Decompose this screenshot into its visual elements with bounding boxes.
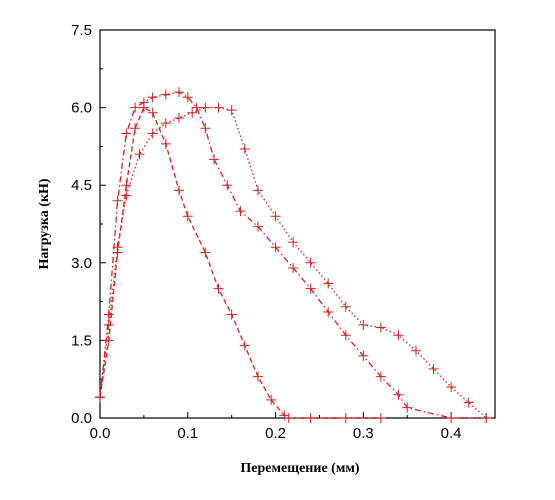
data-point <box>103 335 114 346</box>
series-line <box>99 106 487 419</box>
data-point <box>239 340 250 351</box>
data-point <box>147 128 158 139</box>
data-point <box>283 413 294 423</box>
series-layer <box>95 87 492 423</box>
data-point <box>375 371 386 382</box>
x-axis-title: Перемещение (мм) <box>240 461 359 476</box>
data-point <box>375 413 386 423</box>
y-tick-label: 3.0 <box>71 255 92 272</box>
x-tick-label: 0.3 <box>353 425 374 442</box>
data-point <box>160 89 171 100</box>
data-point <box>253 185 263 196</box>
series-1 <box>95 102 386 423</box>
y-tick-label: 7.5 <box>71 22 92 39</box>
data-point <box>288 262 299 273</box>
data-point <box>187 107 198 118</box>
x-tick-label: 0.1 <box>177 425 198 442</box>
data-point <box>112 242 123 253</box>
data-point <box>358 350 369 361</box>
data-point <box>147 107 158 118</box>
data-point <box>121 128 132 139</box>
data-point <box>305 257 316 268</box>
data-point <box>235 206 246 217</box>
series-3 <box>95 102 492 423</box>
data-point <box>446 381 457 392</box>
y-axis-ticks: 0.0 1.5 3.0 4.5 6.0 7.5 <box>71 22 106 427</box>
data-point <box>270 211 281 222</box>
data-point <box>340 301 351 312</box>
data-point <box>103 319 114 330</box>
data-point <box>226 309 237 320</box>
data-point <box>239 143 250 154</box>
data-point <box>134 149 145 160</box>
data-point <box>393 330 404 341</box>
series-line <box>99 91 487 419</box>
data-point <box>213 102 224 113</box>
data-point <box>463 397 474 408</box>
data-point <box>266 394 277 405</box>
data-point <box>393 389 404 400</box>
data-point <box>340 330 351 341</box>
data-point <box>288 237 299 248</box>
data-point <box>121 190 132 201</box>
data-point <box>174 112 184 123</box>
data-point <box>446 413 457 423</box>
data-point <box>200 247 211 258</box>
data-point <box>428 363 439 374</box>
data-point <box>174 87 184 98</box>
data-point <box>147 92 158 103</box>
data-point <box>95 392 105 403</box>
data-point <box>174 185 184 196</box>
plot-frame <box>99 29 496 419</box>
data-point <box>411 345 421 356</box>
y-axis-title: Нагрузка (кН) <box>37 178 52 269</box>
data-point <box>138 97 149 108</box>
data-point <box>279 410 290 421</box>
data-point <box>481 413 492 423</box>
data-point <box>160 138 171 149</box>
series-2 <box>95 87 492 423</box>
data-point <box>103 309 114 320</box>
data-point <box>160 118 171 129</box>
data-point <box>402 402 413 413</box>
data-point <box>323 306 334 317</box>
y-tick-label: 1.5 <box>71 332 92 349</box>
data-point <box>375 322 386 333</box>
data-point <box>305 413 316 423</box>
data-point <box>253 371 263 382</box>
x-tick-label: 0.2 <box>265 425 286 442</box>
data-point <box>130 102 141 113</box>
data-point <box>305 283 316 294</box>
y-tick-label: 4.5 <box>71 177 92 194</box>
data-point <box>270 242 281 253</box>
y-tick-label: 6.0 <box>71 100 92 117</box>
data-point <box>209 154 220 165</box>
y-tick-label: 0.0 <box>71 410 92 427</box>
data-point <box>200 123 211 134</box>
data-point <box>200 102 211 113</box>
data-point <box>226 105 237 116</box>
data-point <box>222 180 233 191</box>
data-point <box>340 413 351 423</box>
data-point <box>182 92 193 103</box>
data-point <box>358 319 369 330</box>
x-tick-label: 0.0 <box>90 425 111 442</box>
data-point <box>112 195 123 206</box>
data-point <box>130 123 141 134</box>
data-point <box>213 283 224 294</box>
x-axis-ticks: 0.0 0.1 0.2 0.3 0.4 <box>90 412 462 442</box>
x-tick-label: 0.4 <box>441 425 462 442</box>
series-line <box>99 106 381 419</box>
data-point <box>182 211 193 222</box>
data-point <box>253 221 263 232</box>
data-point <box>121 180 132 191</box>
data-point <box>323 278 334 289</box>
